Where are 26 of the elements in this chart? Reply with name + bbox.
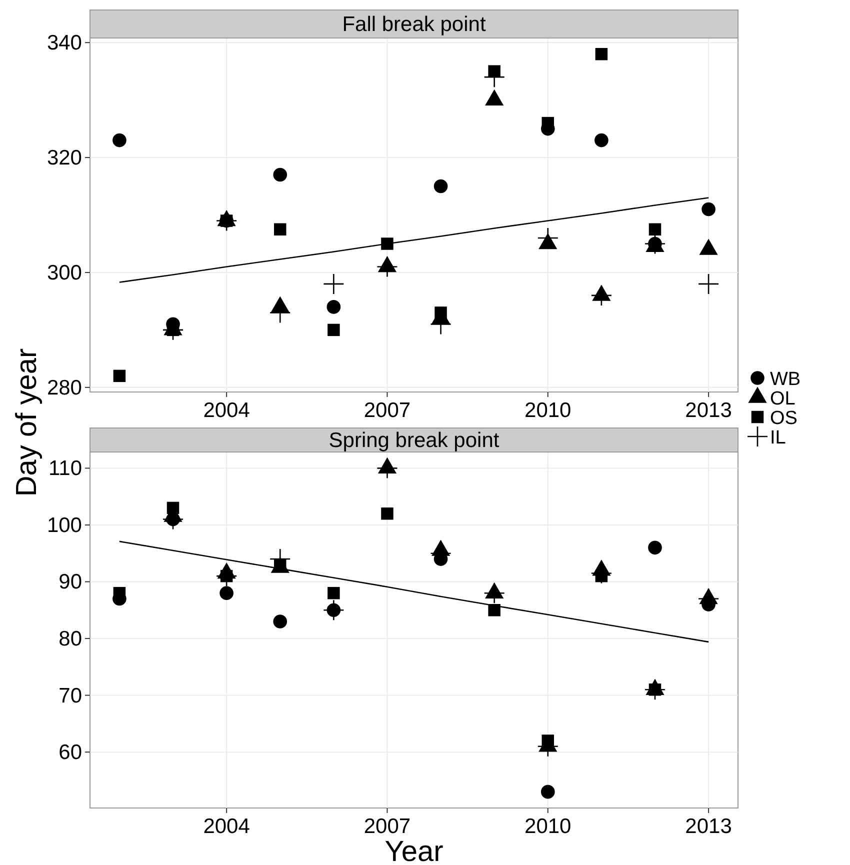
y-tick-label: 80 [58,628,82,651]
x-tick-label: 2007 [364,399,411,422]
y-tick-label: 110 [48,457,82,480]
chart-title: Fall break point [342,13,486,36]
x-tick-label: 2004 [203,399,250,422]
x-tick-label: 2013 [685,815,732,838]
x-tick-label: 2010 [524,399,572,422]
y-tick-label: 320 [46,146,82,170]
legend-label: OL [770,388,796,410]
x-tick-label: 2013 [685,399,732,422]
y-tick-label: 280 [46,376,82,400]
x-axis-title: Year [384,836,444,865]
y-tick-label: 90 [58,570,82,594]
chart-title: Spring break point [328,429,500,452]
legend-label: OS [770,408,798,429]
y-tick-label: 100 [46,514,82,537]
legend-label: IL [770,428,786,448]
x-tick-label: 2007 [364,815,411,838]
y-axis-title: Day of year [11,348,43,497]
y-tick-label: 300 [46,261,82,284]
y-tick-label: 60 [58,741,82,764]
y-tick-label: 340 [46,32,82,55]
x-tick-label: 2010 [524,815,572,838]
legend-label: WB [770,369,801,390]
y-tick-label: 70 [58,684,82,708]
x-tick-label: 2004 [203,815,250,838]
